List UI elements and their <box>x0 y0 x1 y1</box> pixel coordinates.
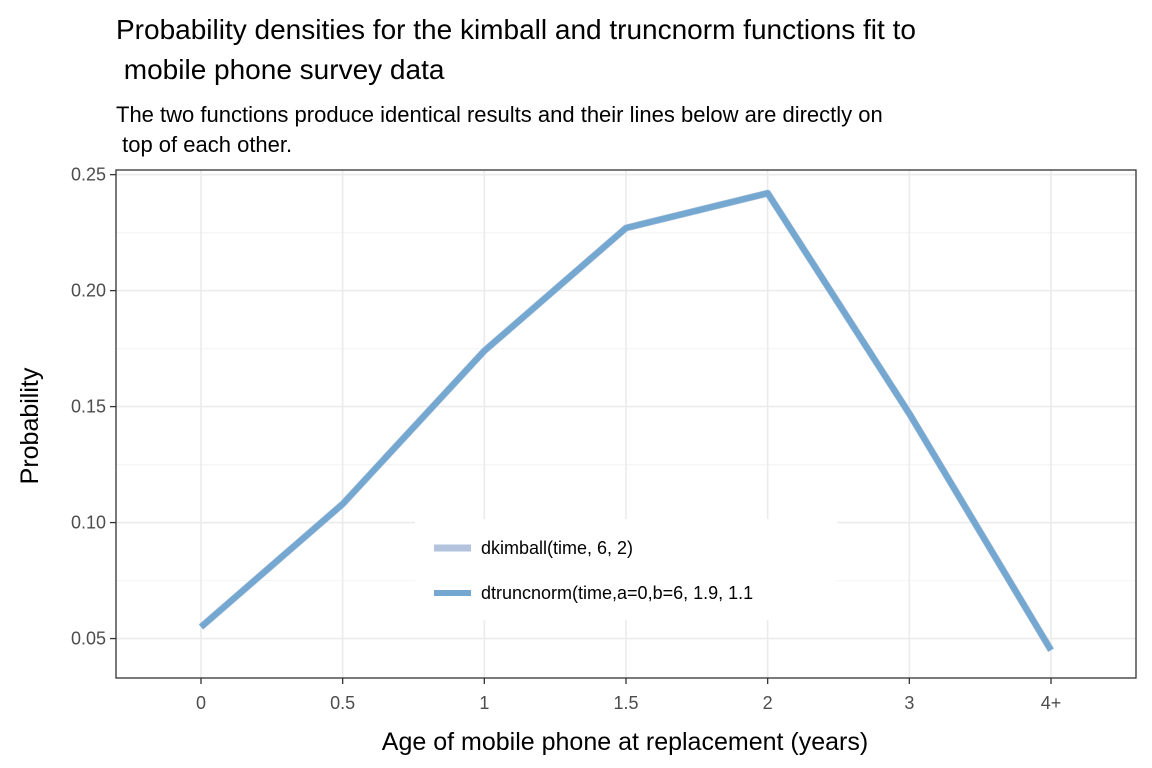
y-tick-label: 0.25 <box>71 165 106 185</box>
y-tick-label: 0.05 <box>71 629 106 649</box>
legend-label-1: dkimball(time, 6, 2) <box>481 538 633 558</box>
x-tick-label: 0.5 <box>330 693 355 713</box>
chart-subtitle-line-1: The two functions produce identical resu… <box>116 102 883 127</box>
x-axis-title: Age of mobile phone at replacement (year… <box>382 728 868 756</box>
x-tick-label: 2 <box>763 693 773 713</box>
y-tick-label: 0.10 <box>71 513 106 533</box>
y-axis-title: Probability <box>16 367 44 484</box>
series-line-2 <box>199 190 1054 652</box>
y-tick-label: 0.15 <box>71 397 106 417</box>
x-tick-label: 1 <box>479 693 489 713</box>
chart-title-line-2: mobile phone survey data <box>116 54 445 85</box>
x-tick-label: 4+ <box>1041 693 1062 713</box>
x-tick-label: 1.5 <box>613 693 638 713</box>
legend: dkimball(time, 6, 2) dtruncnorm(time,a=0,… <box>415 519 837 620</box>
series-layer <box>198 189 1055 652</box>
legend-label-2: dtruncnorm(time,a=0,b=6, 1.9, 1.1 <box>481 583 753 603</box>
chart-title-line-1: Probability densities for the kimball an… <box>116 14 916 45</box>
x-tick-label: 0 <box>196 693 206 713</box>
legend-background <box>415 519 837 620</box>
y-axis-ticks: 0.05 0.10 0.15 0.20 0.25 <box>71 165 116 649</box>
chart-subtitle-line-2: top of each other. <box>116 132 292 157</box>
y-tick-label: 0.20 <box>71 281 106 301</box>
x-tick-label: 3 <box>904 693 914 713</box>
x-axis-ticks: 0 0.5 1 1.5 2 3 4+ <box>196 678 1061 713</box>
